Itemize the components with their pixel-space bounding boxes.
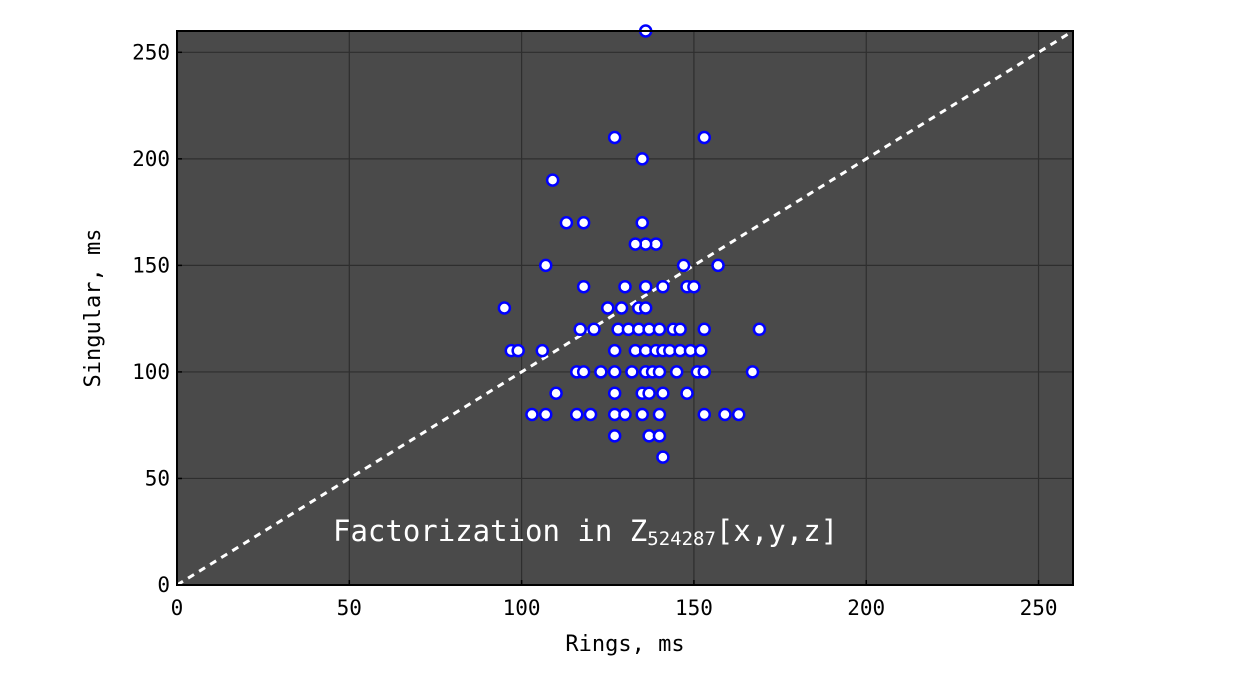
y-tick-label: 50 [145, 466, 170, 490]
y-tick-label: 200 [132, 147, 170, 171]
data-point [656, 386, 670, 400]
data-point [583, 407, 598, 422]
data-point [570, 407, 584, 422]
data-point [718, 407, 732, 422]
x-tick-label: 250 [1020, 596, 1058, 620]
data-point [538, 258, 553, 273]
data-point [607, 343, 622, 358]
data-point [628, 237, 643, 251]
data-point [607, 429, 622, 443]
data-point [652, 429, 667, 443]
data-point [497, 301, 512, 315]
data-point [652, 322, 667, 337]
data-point [587, 322, 601, 337]
data-point [549, 386, 563, 400]
data-point [594, 365, 608, 379]
x-axis-label: Rings, ms [565, 632, 684, 657]
annotation: Factorization in Z524287[x,y,z] [333, 514, 838, 550]
data-point [669, 365, 684, 379]
data-point [687, 279, 701, 294]
x-tick-label: 200 [847, 596, 885, 620]
data-point [697, 365, 712, 379]
data-point [511, 343, 525, 358]
data-point [635, 152, 649, 166]
y-tick-label: 100 [132, 360, 170, 384]
data-point [607, 365, 622, 379]
data-point [697, 130, 712, 145]
data-point [694, 343, 708, 358]
plot-frame [176, 30, 1074, 586]
data-point [656, 450, 670, 464]
data-point [576, 216, 591, 230]
y-axis-label: Singular, ms [81, 229, 106, 388]
data-point [642, 386, 656, 400]
data-point [538, 407, 553, 422]
y-tick-label: 250 [132, 40, 170, 64]
data-point [680, 386, 694, 400]
data-point [618, 279, 632, 294]
annotation-tail: [x,y,z] [716, 514, 838, 548]
data-point [673, 322, 687, 337]
data-point [697, 407, 712, 422]
data-point [576, 279, 591, 294]
x-tick-label: 150 [675, 596, 713, 620]
data-point [652, 407, 667, 422]
data-point [607, 386, 622, 400]
data-point [573, 322, 587, 337]
data-point [625, 365, 639, 379]
annotation-subscript: 524287 [647, 528, 716, 550]
data-point [676, 258, 691, 273]
data-point [525, 407, 539, 422]
data-point [559, 216, 574, 230]
data-point [652, 365, 667, 379]
data-point [607, 130, 622, 145]
data-point [635, 407, 649, 422]
x-tick-label: 100 [503, 596, 541, 620]
y-tick-label: 0 [157, 573, 170, 597]
data-point [576, 365, 591, 379]
data-points [497, 24, 767, 464]
data-point [535, 343, 550, 358]
x-tick-label: 50 [337, 596, 362, 620]
data-point [745, 365, 760, 379]
grid [177, 31, 1073, 585]
data-point [638, 279, 653, 294]
y-tick-label: 150 [132, 253, 170, 277]
data-point [711, 258, 725, 273]
data-point [635, 216, 649, 230]
annotation-main: Factorization in Z [333, 514, 647, 548]
data-point [601, 301, 615, 315]
data-point [752, 322, 767, 337]
x-axis-ticks: 0 50 100 150 200 250 [171, 580, 1058, 620]
data-point [618, 407, 632, 422]
data-point [656, 279, 670, 294]
data-point [614, 301, 629, 315]
data-point [638, 301, 653, 315]
y-axis-ticks: 0 50 100 150 200 250 [132, 40, 182, 597]
data-point [731, 407, 746, 422]
data-point [697, 322, 712, 337]
x-tick-label: 0 [171, 596, 184, 620]
data-point [545, 173, 560, 187]
